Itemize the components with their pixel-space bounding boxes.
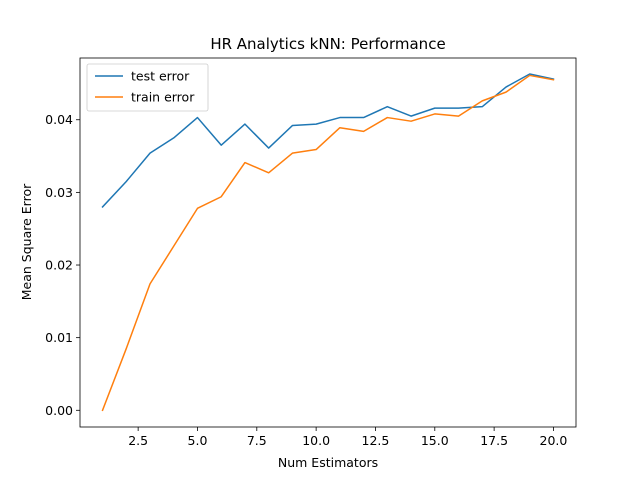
- y-tick-label: 0.04: [45, 112, 73, 127]
- legend-label-test-error: test error: [131, 69, 190, 84]
- tick-layer: 2.5 5.0 7.5 10.0 12.5 15.0 17.5 20.0 0.00 0.01 0.0…: [45, 112, 567, 448]
- x-tick-label: 17.5: [480, 433, 508, 448]
- series-line-train-error: [101, 74, 555, 412]
- series-line-test-error: [101, 73, 555, 208]
- plot-area-frame: [79, 57, 577, 428]
- x-tick-label: 15.0: [421, 433, 449, 448]
- series-layer: [101, 73, 555, 412]
- chart-title: HR Analytics kNN: Performance: [210, 35, 445, 53]
- x-tick-label: 12.5: [362, 433, 390, 448]
- y-axis-label: Mean Square Error: [19, 183, 34, 300]
- x-axis-label: Num Estimators: [278, 455, 378, 470]
- y-tick-label: 0.01: [45, 330, 73, 345]
- x-tick-label: 10.0: [302, 433, 330, 448]
- legend-label-train-error: train error: [131, 90, 195, 105]
- y-tick-label: 0.00: [45, 403, 73, 418]
- x-tick-label: 20.0: [540, 433, 568, 448]
- y-tick-label: 0.03: [45, 185, 73, 200]
- x-tick-label: 7.5: [247, 433, 267, 448]
- y-tick-label: 0.02: [45, 258, 73, 273]
- x-tick-label: 5.0: [188, 433, 208, 448]
- legend: test error train error: [86, 63, 209, 112]
- x-tick-label: 2.5: [128, 433, 148, 448]
